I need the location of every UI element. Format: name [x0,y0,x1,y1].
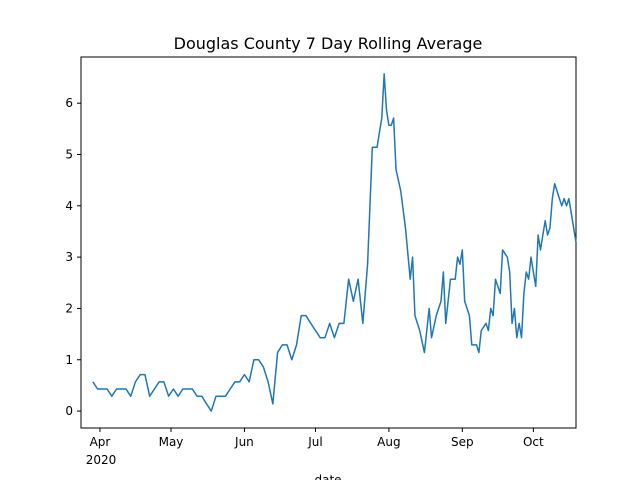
y-tick-label: 1 [65,353,73,367]
x-tick-label: Aug [377,435,400,449]
x-axis-label: date [314,473,341,480]
x-tick-label: Apr [90,435,111,449]
chart-title: Douglas County 7 Day Rolling Average [174,34,483,53]
plot-frame [80,56,577,429]
y-tick-label: 5 [65,147,73,161]
data-line [92,73,577,412]
x-tick-label: Jul [307,435,322,449]
x-tick-label: Jun [234,435,254,449]
x-tick-label: Oct [523,435,544,449]
y-tick-label: 6 [65,96,73,110]
y-tick-label: 2 [65,301,73,315]
x-year-label: 2020 [86,453,117,467]
y-tick-label: 3 [65,250,73,264]
x-tick-label: May [159,435,184,449]
y-tick-label: 0 [65,404,73,418]
x-tick-label: Sep [451,435,474,449]
y-tick-label: 4 [65,199,73,213]
